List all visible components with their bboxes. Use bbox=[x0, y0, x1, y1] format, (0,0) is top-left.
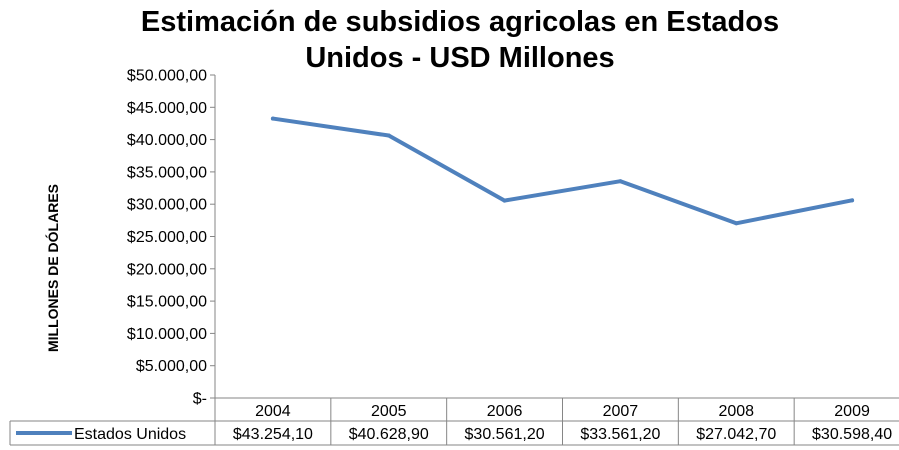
data-point bbox=[850, 198, 855, 203]
y-tick-label: $25.000,00 bbox=[127, 229, 207, 246]
y-tick-label: $15.000,00 bbox=[127, 294, 207, 311]
data-label: $30.561,20 bbox=[465, 426, 545, 443]
y-tick-label: $5.000,00 bbox=[136, 358, 207, 375]
data-point bbox=[502, 198, 507, 203]
legend-label: Estados Unidos bbox=[74, 426, 186, 443]
y-tick-label: $35.000,00 bbox=[127, 164, 207, 181]
y-tick-label: $20.000,00 bbox=[127, 261, 207, 278]
x-tick-label: 2006 bbox=[487, 403, 523, 420]
x-tick-label: 2004 bbox=[255, 403, 291, 420]
y-tick-label: $30.000,00 bbox=[127, 197, 207, 214]
y-ticks: $- $5.000,00 $10.000,00 $15.000,00 $20.000,0… bbox=[127, 68, 215, 408]
y-tick-label: $40.000,00 bbox=[127, 132, 207, 149]
data-label: $33.561,20 bbox=[580, 426, 660, 443]
x-tick-label: 2005 bbox=[371, 403, 407, 420]
data-point bbox=[386, 133, 391, 138]
data-label: $30.598,40 bbox=[812, 426, 892, 443]
chart-title-line-1: Estimación de subsidios agricolas en Est… bbox=[140, 6, 780, 38]
x-tick-label: 2009 bbox=[834, 403, 870, 420]
x-tick-label: 2007 bbox=[603, 403, 639, 420]
y-tick-label: $45.000,00 bbox=[127, 100, 207, 117]
data-point bbox=[618, 179, 623, 184]
y-tick-label: $10.000,00 bbox=[127, 326, 207, 343]
y-tick-label: $50.000,00 bbox=[127, 68, 207, 85]
data-table: 2004 2005 2006 2007 2008 2009 Estados Unidos $4… bbox=[9, 398, 899, 446]
data-point bbox=[270, 116, 275, 121]
series-line bbox=[270, 116, 855, 226]
data-point bbox=[734, 221, 739, 226]
x-tick-label: 2008 bbox=[718, 403, 754, 420]
data-label: $40.628,90 bbox=[349, 426, 429, 443]
data-label: $43.254,10 bbox=[233, 426, 313, 443]
series-group bbox=[270, 116, 855, 226]
y-tick-label: $- bbox=[193, 391, 207, 408]
axes bbox=[214, 75, 899, 445]
data-label: $27.042,70 bbox=[696, 426, 776, 443]
chart-title-line-2: Unidos - USD Millones bbox=[305, 42, 615, 74]
